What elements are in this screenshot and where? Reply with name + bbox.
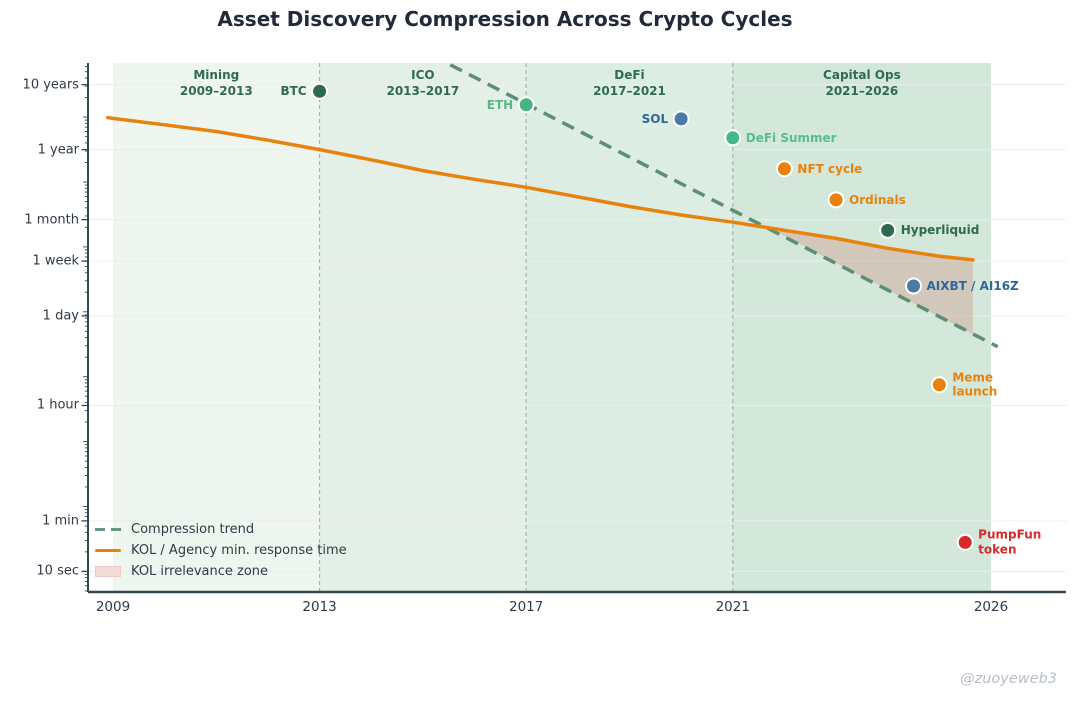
- era-zone-capital-ops: [732, 63, 991, 592]
- data-point-label-btc: BTC: [280, 84, 307, 99]
- x-tick-label-2009: 2009: [95, 599, 131, 615]
- era-years: 2017–2021: [593, 83, 666, 98]
- era-name: Capital Ops: [823, 68, 901, 82]
- data-point-label-ordinals: Ordinals: [849, 192, 906, 207]
- legend-item-kol-irrelevance: KOL irrelevance zone: [95, 561, 347, 582]
- era-label-capital-ops: Capital Ops 2021–2026: [823, 68, 901, 99]
- data-point-eth: [517, 96, 535, 114]
- era-zone-mining: [113, 63, 320, 592]
- data-point-btc: [311, 82, 329, 100]
- y-tick-label-1-day: 1 day: [42, 308, 79, 324]
- era-zone-defi: [526, 63, 733, 592]
- data-point-label-eth: ETH: [486, 97, 514, 112]
- legend-label: KOL / Agency min. response time: [131, 543, 347, 558]
- data-point-label-meme-launch: Meme launch: [952, 370, 998, 399]
- kol-response-curve: [106, 115, 975, 262]
- era-label-ico: ICO 2013–2017: [386, 68, 459, 99]
- solid-line-sample-icon: [95, 548, 121, 553]
- y-tick-label-1-week: 1 week: [32, 253, 79, 269]
- chart-title: Asset Discovery Compression Across Crypt…: [217, 7, 793, 31]
- y-tick-label-1-min: 1 min: [42, 513, 79, 529]
- data-point-label-pumpfun-token: PumpFun token: [978, 527, 1042, 557]
- era-name: ICO: [411, 68, 435, 82]
- data-point-nft-cycle: [775, 160, 793, 178]
- x-tick-label-2013: 2013: [302, 599, 337, 615]
- legend-label: KOL irrelevance zone: [131, 564, 269, 579]
- era-name: DeFi: [614, 68, 645, 82]
- era-years: 2021–2026: [825, 83, 899, 98]
- data-point-label-aixbt-ai16z: AIXBT / AI16Z: [926, 278, 1019, 293]
- era-years: 2013–2017: [386, 83, 460, 98]
- data-point-ordinals: [827, 191, 845, 209]
- era-label-defi: DeFi 2017–2021: [593, 68, 666, 99]
- y-tick-label-1-hour: 1 hour: [36, 397, 79, 413]
- x-tick-label-2017: 2017: [508, 599, 544, 615]
- dashed-line-sample-icon: [95, 527, 121, 532]
- era-name: Mining: [193, 68, 240, 82]
- x-tick-label-2026: 2026: [973, 599, 1009, 615]
- data-point-hyperliquid: [879, 221, 897, 239]
- data-point-meme-launch: [930, 376, 948, 394]
- patch-sample-icon: [95, 566, 121, 577]
- x-tick-label-2021: 2021: [715, 599, 750, 615]
- data-point-defi-summer: [724, 129, 742, 147]
- data-point-label-sol: SOL: [641, 111, 669, 126]
- era-label-mining: Mining 2009–2013: [180, 68, 253, 99]
- y-tick-label-1-year: 1 year: [37, 142, 79, 158]
- data-point-label-defi-summer: DeFi Summer: [745, 130, 837, 145]
- legend-label: Compression trend: [131, 522, 255, 537]
- y-tick-label-10-years: 10 years: [22, 77, 79, 93]
- legend-item-kol-response: KOL / Agency min. response time: [95, 540, 347, 561]
- era-years: 2009–2013: [179, 83, 253, 98]
- data-point-pumpfun-token: [956, 533, 974, 551]
- data-point-label-hyperliquid: Hyperliquid: [900, 223, 980, 238]
- data-point-sol: [672, 110, 690, 128]
- watermark: @zuoyeweb3: [960, 671, 1057, 687]
- legend: Compression trend KOL / Agency min. resp…: [95, 519, 347, 582]
- y-tick-label-10-sec: 10 sec: [36, 563, 79, 579]
- data-point-label-nft-cycle: NFT cycle: [797, 161, 863, 176]
- data-point-aixbt-ai16z: [905, 277, 923, 295]
- compression-trend-line: [449, 63, 999, 349]
- legend-item-compression-trend: Compression trend: [95, 519, 347, 540]
- era-zone-ico: [319, 63, 527, 592]
- y-tick-label-1-month: 1 month: [24, 212, 79, 228]
